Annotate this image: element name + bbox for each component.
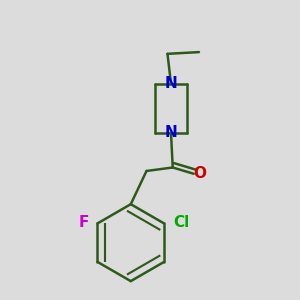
Text: O: O — [194, 166, 206, 181]
Text: N: N — [165, 76, 177, 91]
Text: N: N — [165, 125, 177, 140]
Text: F: F — [79, 214, 89, 230]
Text: Cl: Cl — [173, 214, 190, 230]
